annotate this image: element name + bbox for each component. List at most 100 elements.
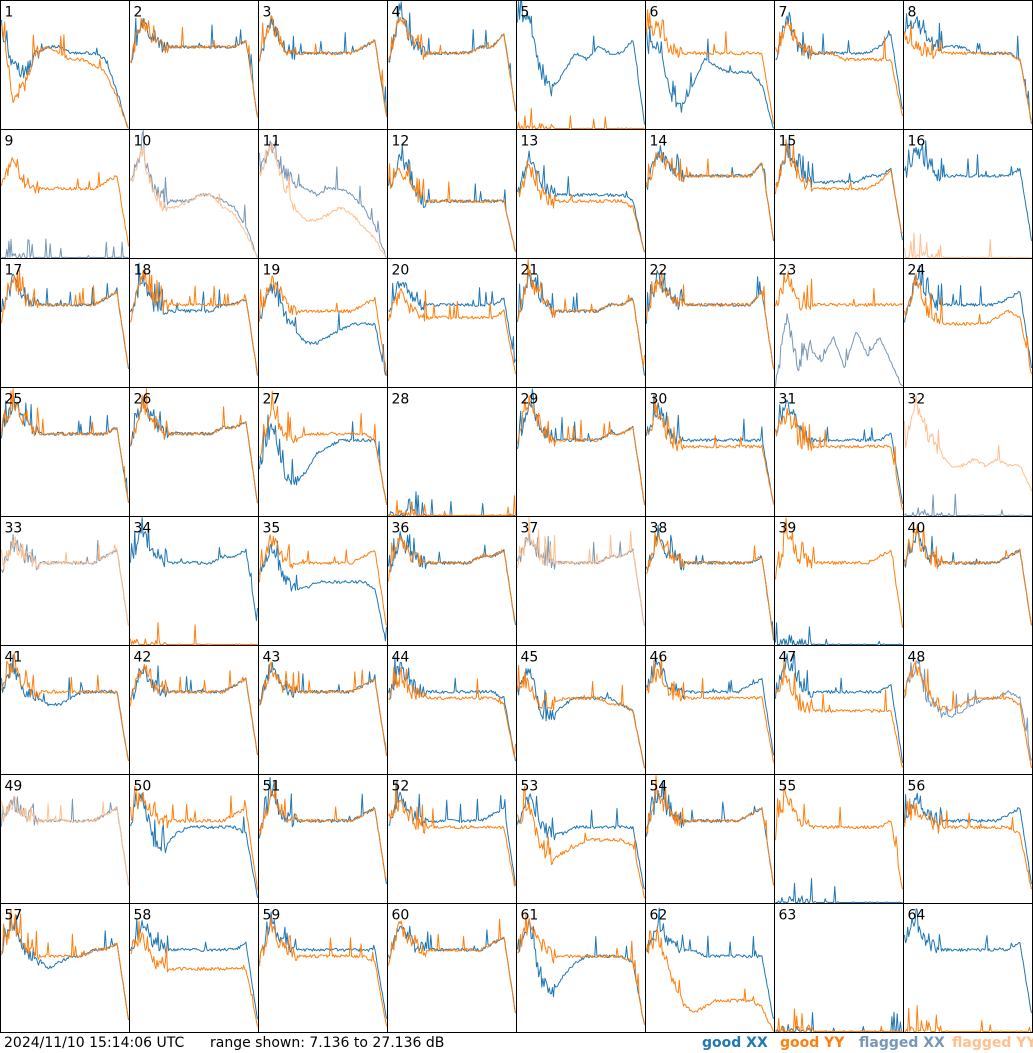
panel-number: 53 xyxy=(521,779,539,795)
series-yy xyxy=(1,909,129,1019)
series-yy xyxy=(1,269,129,367)
panel-border xyxy=(258,774,388,904)
series-yy xyxy=(646,396,774,505)
series-yy xyxy=(517,259,645,367)
panel-border xyxy=(774,774,904,904)
panel-2: 2 xyxy=(129,0,259,130)
series-yy xyxy=(775,270,903,311)
panel-57: 57 xyxy=(0,903,130,1033)
series-yy xyxy=(646,9,774,125)
series-yy xyxy=(130,388,258,504)
series-xx xyxy=(130,130,258,258)
series-yy xyxy=(259,275,387,376)
panel-number: 14 xyxy=(650,134,668,150)
panel-16: 16 xyxy=(903,129,1033,259)
panel-number: 27 xyxy=(263,392,281,408)
panel-12: 12 xyxy=(387,129,517,259)
panel-46: 46 xyxy=(645,645,775,775)
panel-27: 27 xyxy=(258,387,388,517)
series-yy xyxy=(130,622,258,645)
series-xx xyxy=(259,414,387,504)
panel-number: 36 xyxy=(392,521,410,537)
panel-border xyxy=(645,645,775,775)
panel-59: 59 xyxy=(258,903,388,1033)
series-yy xyxy=(517,160,645,252)
series-yy xyxy=(775,408,903,510)
panel-30: 30 xyxy=(645,387,775,517)
series-xx xyxy=(646,524,774,641)
footer-bar: 2024/11/10 15:14:06 UTC range shown: 7.1… xyxy=(0,1033,1033,1053)
panel-border xyxy=(129,774,259,904)
panel-border xyxy=(0,129,130,259)
panel-number: 10 xyxy=(134,134,152,150)
panel-63: 63 xyxy=(774,903,904,1033)
series-yy xyxy=(259,661,387,756)
series-xx xyxy=(1,238,129,258)
panel-28: 28 xyxy=(387,387,517,517)
series-yy xyxy=(130,785,258,890)
panel-number: 24 xyxy=(908,263,926,279)
panel-border xyxy=(387,129,517,259)
panel-border xyxy=(0,387,130,517)
series-xx xyxy=(130,17,258,116)
panel-40: 40 xyxy=(903,516,1033,646)
panel-number: 50 xyxy=(134,779,152,795)
panel-41: 41 xyxy=(0,645,130,775)
series-yy xyxy=(646,927,774,1032)
panel-border xyxy=(387,387,517,517)
series-yy xyxy=(1,536,129,626)
series-xx xyxy=(904,908,1032,1014)
series-yy xyxy=(775,786,903,890)
panel-border xyxy=(258,0,388,130)
panel-number: 13 xyxy=(521,134,539,150)
series-yy xyxy=(646,531,774,640)
panel-number: 55 xyxy=(779,779,797,795)
legend-good-yy: good YY xyxy=(780,1033,844,1053)
series-yy xyxy=(517,664,645,769)
panel-number: 60 xyxy=(392,908,410,924)
panel-19: 19 xyxy=(258,258,388,388)
panel-number: 40 xyxy=(908,521,926,537)
legend-flagged-xx-status: flagged xyxy=(859,1035,919,1051)
panel-61: 61 xyxy=(516,903,646,1033)
panel-number: 1 xyxy=(5,5,14,21)
series-yy xyxy=(904,273,1032,375)
series-xx xyxy=(517,793,645,890)
series-xx xyxy=(1,796,129,886)
panel-58: 58 xyxy=(129,903,259,1033)
panel-border xyxy=(129,129,259,259)
series-xx xyxy=(904,264,1032,369)
series-yy xyxy=(646,152,774,239)
panel-border xyxy=(774,0,904,130)
panel-number: 59 xyxy=(263,908,281,924)
timestamp-label: 2024/11/10 15:14:06 UTC xyxy=(4,1035,185,1051)
panel-border xyxy=(774,387,904,517)
panel-border xyxy=(258,903,388,1033)
legend-good-xx: good XX xyxy=(702,1033,768,1053)
panel-34: 34 xyxy=(129,516,259,646)
series-yy xyxy=(775,659,903,768)
series-yy xyxy=(517,107,645,129)
series-xx xyxy=(517,1,645,125)
panel-border xyxy=(258,516,388,646)
panel-53: 53 xyxy=(516,774,646,904)
series-xx xyxy=(775,653,903,763)
panel-border xyxy=(774,258,904,388)
panel-border xyxy=(387,645,517,775)
series-xx xyxy=(388,1,516,111)
panel-border xyxy=(645,387,775,517)
panel-1: 1 xyxy=(0,0,130,130)
panel-15: 15 xyxy=(774,129,904,259)
series-yy xyxy=(517,517,645,627)
panel-number: 8 xyxy=(908,5,917,21)
panel-number: 26 xyxy=(134,392,152,408)
series-yy xyxy=(904,1005,1032,1032)
series-yy xyxy=(1,157,129,247)
panel-48: 48 xyxy=(903,645,1033,775)
panel-39: 39 xyxy=(774,516,904,646)
panel-11: 11 xyxy=(258,129,388,259)
panel-54: 54 xyxy=(645,774,775,904)
series-xx xyxy=(646,394,774,503)
panel-border xyxy=(774,645,904,775)
series-yy xyxy=(1,652,129,761)
